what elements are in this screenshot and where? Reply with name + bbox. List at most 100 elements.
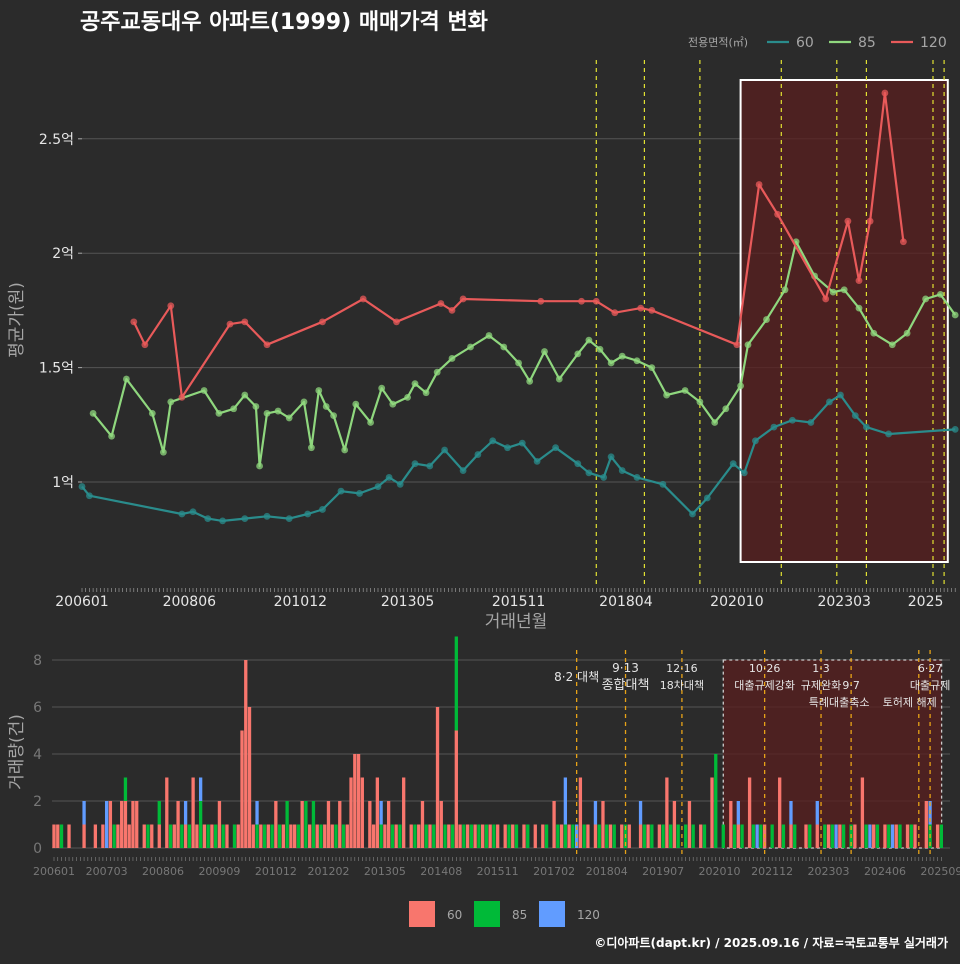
bar-85	[334, 824, 338, 848]
bar-85	[841, 824, 846, 848]
bottom-legend-label-120: 120	[577, 908, 600, 922]
bar-60	[300, 801, 304, 848]
bar-60	[480, 824, 485, 848]
bar-85	[740, 824, 744, 848]
bar-60	[417, 824, 421, 848]
data-point-60	[740, 469, 748, 477]
data-point-85	[422, 389, 430, 397]
bar-120	[183, 801, 188, 825]
bar-60	[236, 824, 240, 848]
top-x-axis-title: 거래년월	[485, 612, 548, 632]
bar-85	[571, 824, 575, 848]
bar-60	[120, 801, 124, 848]
data-point-85	[855, 304, 863, 312]
data-point-85	[903, 329, 911, 337]
bottom-legend-key-120	[539, 901, 565, 927]
data-point-60	[574, 460, 582, 468]
bar-60	[353, 754, 357, 848]
bar-60	[93, 824, 98, 848]
bar-60	[349, 777, 353, 848]
bar-60	[165, 777, 169, 848]
bar-60	[394, 824, 398, 848]
data-point-60	[729, 460, 737, 468]
top-y-tick-label: 1억	[52, 475, 74, 491]
top-x-tick-label: 201012	[274, 594, 327, 610]
data-point-60	[826, 398, 833, 406]
data-point-60	[219, 517, 227, 525]
bar-60	[552, 801, 556, 848]
bar-85	[277, 824, 282, 848]
bar-60	[266, 824, 270, 848]
data-point-85	[148, 409, 156, 417]
data-point-85	[663, 391, 670, 399]
data-point-60	[659, 480, 667, 488]
top-highlight-box	[739, 79, 949, 563]
bar-60	[240, 730, 244, 848]
bar-120	[379, 801, 383, 825]
bar-60	[620, 824, 624, 848]
bar-60	[789, 824, 793, 848]
data-point-85	[108, 432, 115, 440]
data-point-60	[533, 458, 541, 465]
bottom-legend-key-60	[409, 901, 435, 927]
data-point-85	[596, 345, 604, 353]
bar-60	[402, 777, 406, 848]
data-point-120	[393, 318, 400, 326]
bar-60	[360, 777, 364, 848]
data-point-60	[189, 508, 197, 516]
bar-60	[274, 801, 278, 848]
bar-60	[853, 824, 857, 848]
bar-60	[67, 824, 71, 848]
bar-60	[458, 824, 462, 848]
bar-85	[443, 824, 447, 848]
bottom-legend-label-85: 85	[512, 908, 527, 922]
data-point-120	[448, 307, 456, 314]
bar-60	[860, 777, 865, 848]
bar-60	[541, 824, 545, 848]
data-point-120	[855, 277, 863, 285]
data-point-120	[226, 320, 234, 328]
bar-60	[736, 824, 740, 848]
bar-85	[514, 824, 519, 848]
bar-60	[108, 801, 113, 848]
bar-60	[447, 824, 451, 848]
data-point-60	[285, 515, 293, 523]
data-point-120	[637, 304, 645, 312]
bottom-x-tick-label: 200601	[33, 865, 75, 878]
legend-label-60: 60	[796, 35, 814, 51]
data-point-85	[648, 364, 656, 371]
bar-60	[567, 824, 571, 848]
bottom-x-tick-label: 201202	[307, 865, 349, 878]
data-point-60	[703, 494, 711, 502]
bar-85	[751, 824, 756, 848]
data-point-60	[86, 492, 93, 500]
bar-120	[104, 801, 109, 848]
data-point-60	[807, 419, 815, 426]
bar-120	[82, 801, 86, 825]
bar-60	[420, 801, 425, 848]
bar-60	[172, 824, 176, 848]
data-point-85	[160, 448, 167, 456]
bar-60	[281, 824, 286, 848]
data-point-85	[404, 393, 411, 401]
source-footer: ©디아파트(dapt.kr) / 2025.09.16 / 자료=국토교통부 실…	[594, 936, 948, 950]
data-point-60	[585, 469, 593, 477]
bar-60	[815, 824, 819, 848]
data-point-85	[500, 343, 508, 351]
data-point-85	[585, 336, 593, 344]
bar-60	[913, 824, 917, 848]
bar-85	[691, 824, 695, 848]
bottom-y-tick-label: 0	[33, 841, 42, 857]
data-point-60	[752, 437, 759, 445]
data-point-85	[485, 332, 493, 339]
data-point-60	[241, 515, 249, 523]
data-point-60	[204, 515, 212, 523]
bottom-x-tick-label: 201511	[477, 865, 519, 878]
data-point-120	[774, 210, 781, 218]
data-point-120	[900, 238, 907, 246]
data-point-85	[870, 329, 878, 337]
series-line-85	[92, 240, 957, 468]
bar-60	[123, 801, 128, 848]
bar-60	[371, 824, 376, 848]
bar-60	[330, 824, 334, 848]
